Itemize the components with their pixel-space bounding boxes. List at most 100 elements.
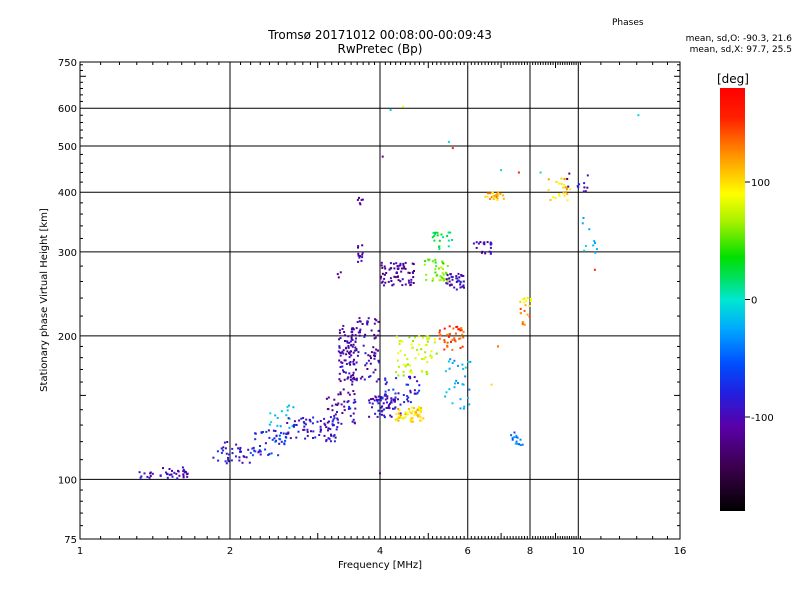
data-point	[425, 278, 428, 281]
data-point	[410, 420, 413, 423]
data-point	[268, 436, 271, 439]
data-point	[405, 383, 408, 386]
data-point	[409, 370, 412, 373]
data-point	[325, 426, 328, 429]
data-point	[397, 279, 400, 282]
data-point	[493, 196, 496, 199]
x-tick-label: 2	[227, 546, 233, 557]
data-point	[423, 263, 426, 266]
data-point	[381, 405, 384, 408]
data-point	[557, 182, 560, 185]
data-point	[346, 340, 349, 343]
data-point	[582, 190, 585, 193]
data-point	[358, 196, 360, 199]
data-point	[359, 331, 361, 334]
data-point	[395, 413, 398, 416]
data-point	[404, 267, 407, 270]
data-point	[328, 437, 331, 440]
data-point	[352, 328, 355, 331]
data-point	[455, 275, 458, 278]
data-point	[370, 398, 372, 401]
data-point	[434, 258, 437, 261]
data-point	[280, 440, 283, 443]
data-point	[231, 447, 234, 450]
data-point	[443, 348, 446, 351]
data-point	[380, 275, 382, 278]
data-point	[384, 281, 387, 284]
data-point	[377, 329, 380, 332]
data-point	[344, 359, 347, 362]
data-point	[443, 278, 446, 281]
data-point	[358, 334, 361, 337]
data-point	[148, 476, 151, 479]
data-point	[184, 471, 187, 473]
data-point	[337, 402, 340, 405]
data-point	[451, 239, 454, 241]
data-point	[351, 327, 354, 330]
data-point	[418, 389, 421, 392]
data-point	[341, 362, 344, 364]
data-point	[468, 388, 471, 391]
data-point	[528, 315, 531, 318]
data-point	[511, 437, 514, 440]
data-point	[515, 440, 518, 443]
data-point	[440, 266, 443, 269]
colorbar	[720, 88, 745, 511]
data-point	[435, 352, 438, 355]
data-point	[488, 250, 491, 253]
data-point	[243, 455, 246, 458]
y-tick-labels: 75 100 200 300 400 500 600 750	[58, 58, 77, 546]
data-point	[431, 279, 434, 282]
data-point	[276, 424, 279, 427]
data-point	[426, 338, 429, 341]
data-point	[394, 418, 397, 421]
data-point	[457, 382, 459, 384]
data-point	[245, 456, 248, 459]
data-point	[270, 421, 273, 424]
data-point	[426, 361, 429, 364]
data-point	[386, 397, 389, 400]
data-point	[447, 360, 450, 363]
data-point	[456, 325, 459, 328]
data-point	[268, 453, 271, 456]
data-point	[463, 405, 466, 408]
data-point	[342, 369, 344, 372]
data-point	[461, 383, 464, 386]
data-point	[408, 408, 411, 410]
data-point	[455, 277, 458, 280]
data-point	[388, 404, 390, 407]
data-point	[397, 412, 400, 415]
data-point	[558, 194, 561, 197]
data-point	[168, 468, 171, 470]
data-point	[523, 297, 526, 300]
data-point	[355, 349, 358, 352]
data-point	[462, 407, 465, 410]
data-point	[358, 317, 361, 320]
data-point	[438, 248, 441, 250]
data-point	[284, 439, 287, 442]
data-point	[351, 377, 354, 380]
data-point	[387, 405, 390, 408]
data-point	[406, 413, 409, 416]
data-point	[402, 417, 405, 420]
y-tick-label: 75	[64, 535, 77, 546]
data-point	[224, 460, 227, 463]
data-point	[353, 398, 356, 401]
data-point	[586, 174, 589, 177]
data-point	[329, 440, 332, 443]
data-point	[253, 449, 256, 452]
data-point	[329, 428, 332, 431]
data-point	[475, 241, 478, 244]
data-point	[581, 222, 584, 225]
data-point	[230, 459, 233, 462]
data-point	[292, 406, 295, 409]
data-point	[349, 363, 352, 366]
data-point	[355, 361, 358, 364]
data-point	[340, 403, 343, 406]
data-point	[489, 241, 492, 244]
data-point	[298, 419, 301, 422]
x-tick-labels: 1 2 4 6 8 10 16	[77, 546, 687, 557]
data-point	[497, 345, 499, 348]
data-point	[241, 461, 244, 464]
data-point	[564, 186, 567, 189]
